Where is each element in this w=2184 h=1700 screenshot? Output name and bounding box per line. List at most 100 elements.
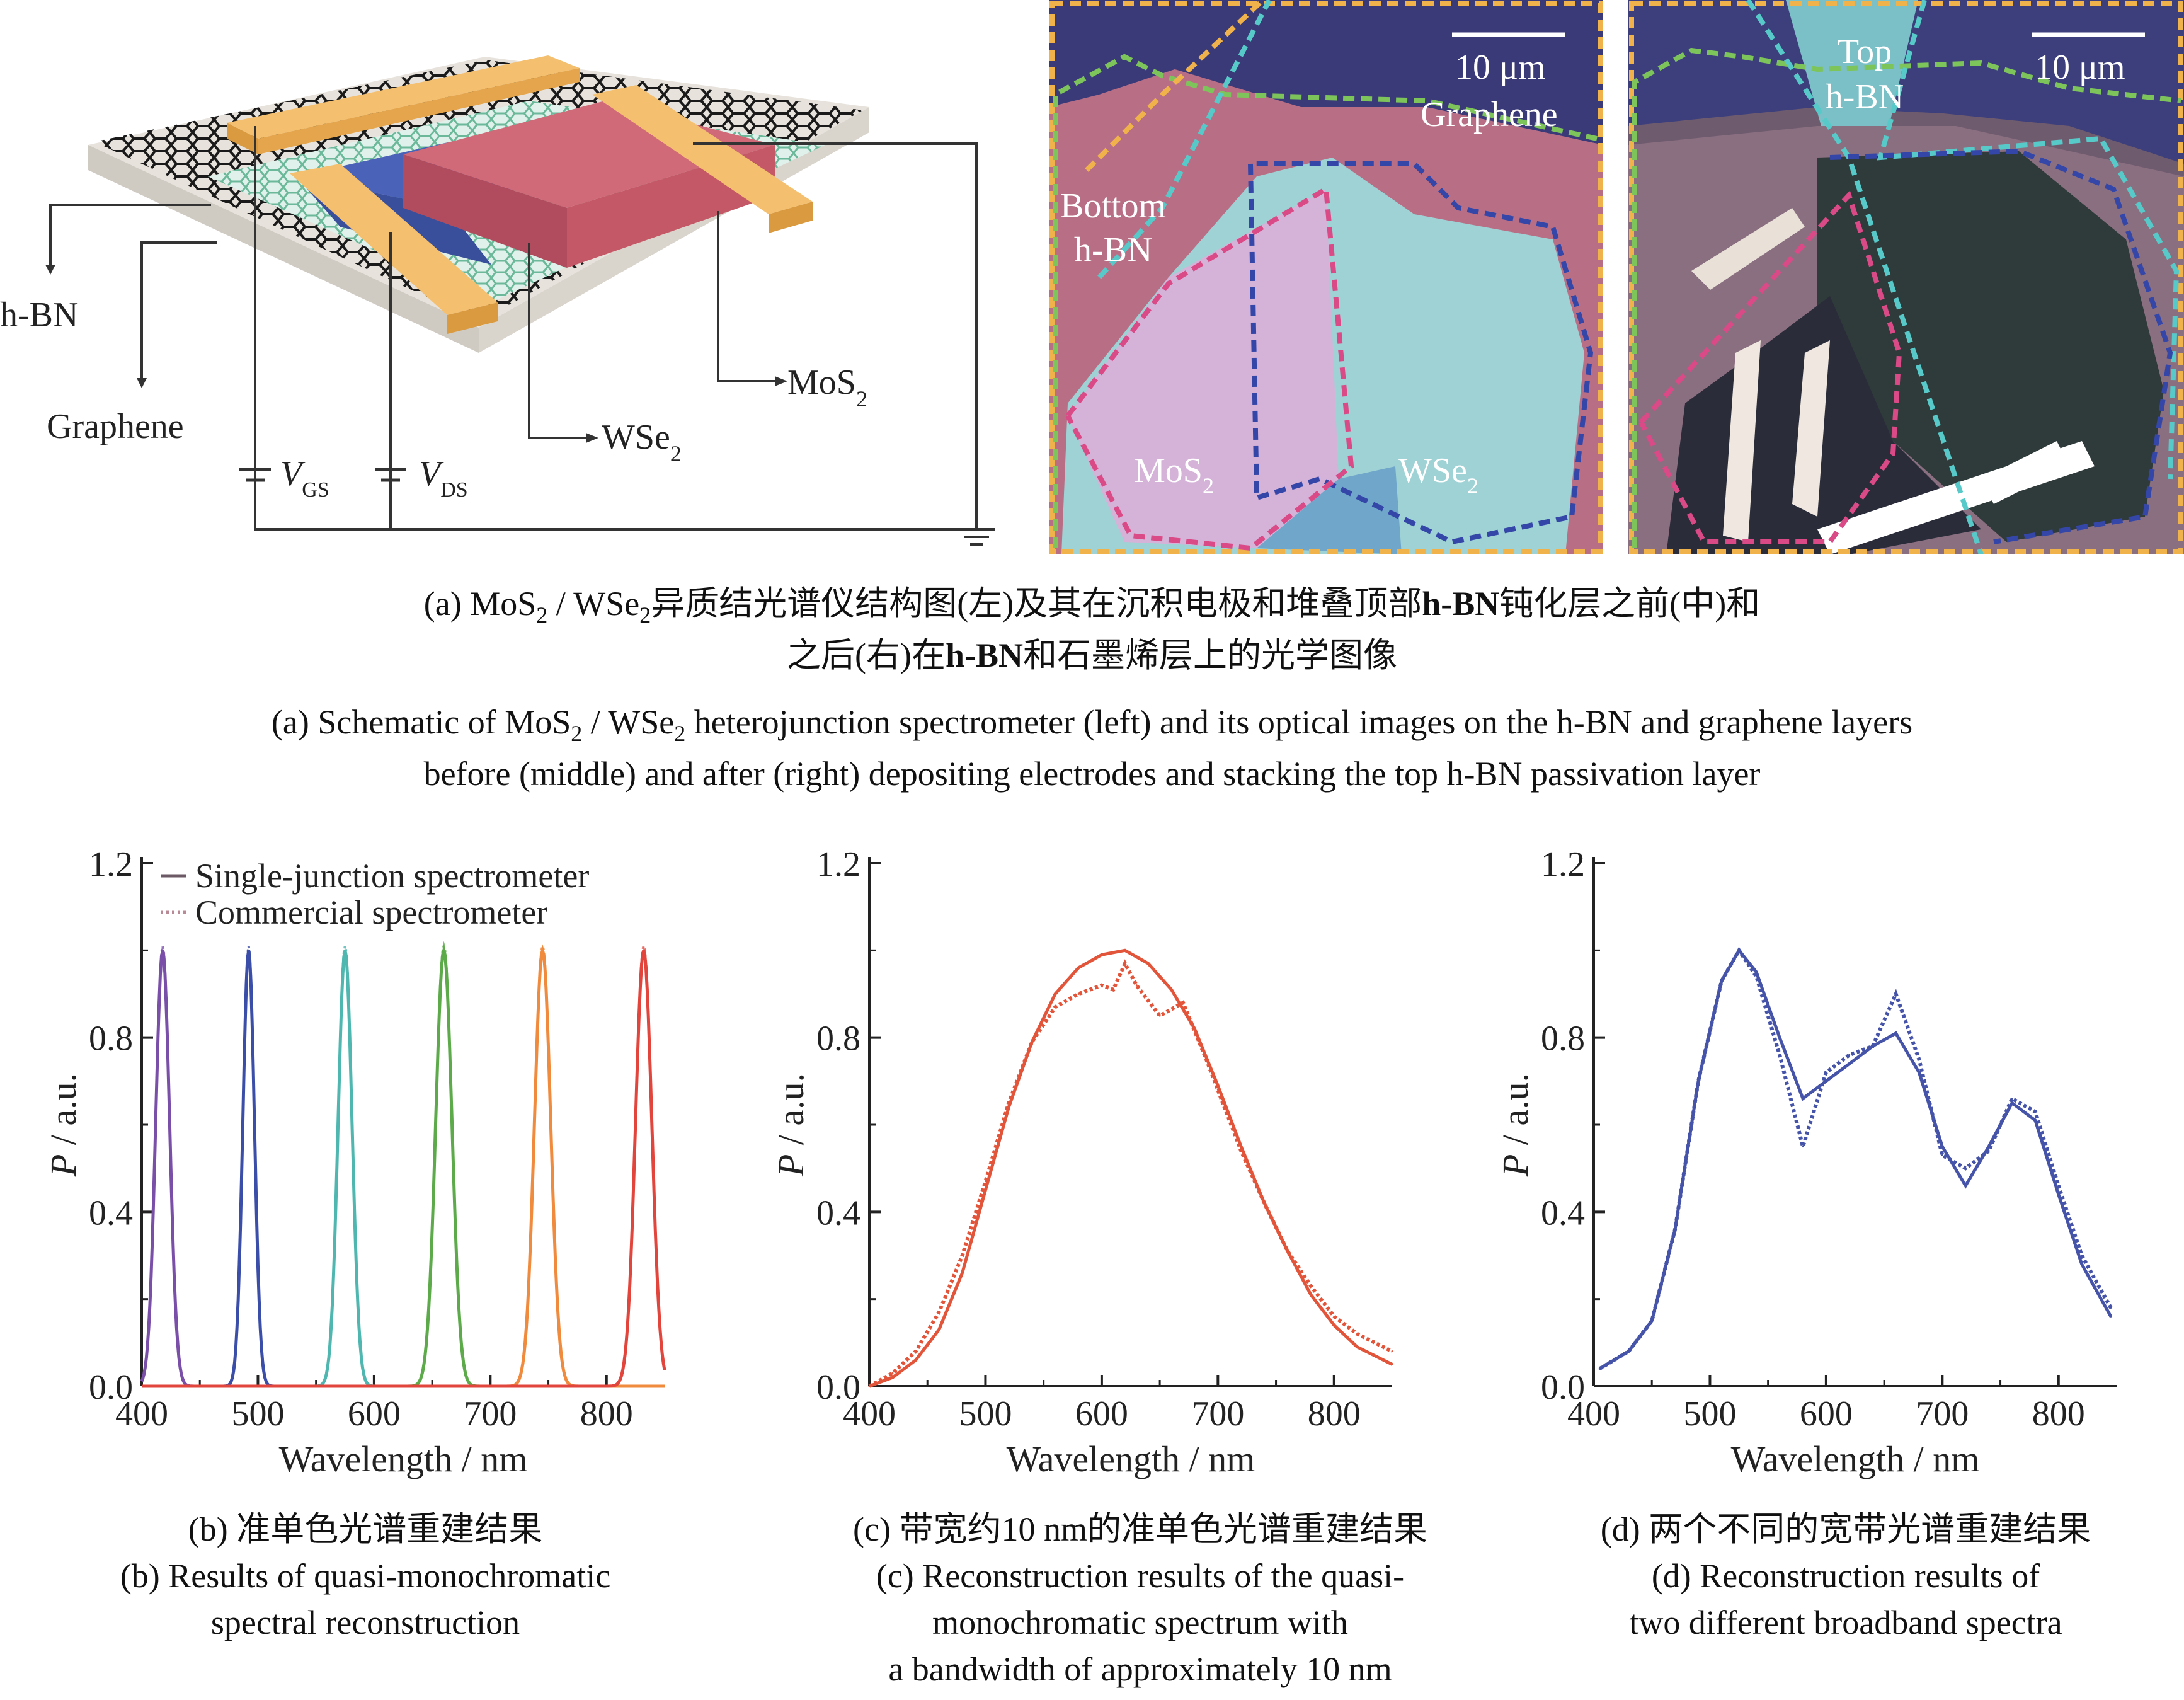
data-point (2110, 1315, 2112, 1318)
data-point (1310, 1285, 1312, 1287)
data-point (1802, 1146, 1804, 1148)
series-line-commercial (142, 946, 665, 1387)
data-point (1124, 962, 1126, 965)
data-point (2011, 1098, 2013, 1100)
caption-d-en-1: (d) Reconstruction results of (1651, 1557, 2040, 1595)
data-point (1802, 1098, 1804, 1100)
series-line-solid (1598, 947, 2112, 1370)
vds-source (375, 468, 406, 482)
data-point (1054, 1006, 1056, 1008)
data-point (2081, 1255, 2083, 1256)
ground-icon (958, 528, 995, 546)
y-axis-title: P / a.u. (1495, 1073, 1536, 1177)
electrode-top (227, 55, 580, 154)
device-schematic: h-BN Graphene WSe2 MoS2 VGS VDS (0, 55, 995, 546)
series-line-dotted (1598, 946, 2113, 1370)
data-point (1674, 1228, 1676, 1231)
y-tick-label: 0.8 (89, 1019, 133, 1059)
data-point (1391, 1363, 1393, 1365)
label-graphene-middle: Graphene (1421, 95, 1558, 134)
caption-c-en-1: (c) Reconstruction results of the quasi- (876, 1557, 1405, 1595)
label-wse2: WSe2 (602, 418, 682, 466)
data-point (1825, 1080, 1827, 1083)
x-tick-label: 800 (2032, 1394, 2085, 1433)
data-point (1101, 953, 1103, 956)
data-point (915, 1350, 917, 1353)
data-point (938, 1311, 940, 1313)
caption-a-en-line1: (a) Schematic of MoS2 / WSe2 heterojunct… (271, 703, 1913, 746)
data-point (1101, 984, 1103, 987)
y-tick-label: 0.0 (89, 1368, 133, 1407)
data-point (1216, 1089, 1219, 1091)
data-point (1738, 949, 1741, 951)
data-point (1007, 1101, 1010, 1104)
data-point (1391, 1350, 1393, 1353)
data-point (1333, 1315, 1335, 1318)
x-tick-label: 600 (1800, 1394, 1853, 1433)
caption-a-cn-line1: (a) MoS2 / WSe2异质结光谱仪结构图(左)及其在沉积电极和堆叠顶部h… (423, 585, 1761, 628)
data-point (984, 1189, 986, 1192)
data-point (915, 1359, 917, 1361)
label-vds: VDS (419, 454, 468, 502)
series-line-single-junction (140, 950, 665, 1388)
electrode-left (290, 164, 498, 334)
label-vgs: VGS (280, 454, 329, 502)
label-bottom-hbn: Bottom h-BN (1060, 187, 1166, 270)
x-tick-label: 400 (843, 1394, 896, 1433)
caption-c: (c) 带宽约10 nm的准单色光谱重建结果 (c) Reconstructio… (775, 1506, 1506, 1692)
x-tick-label: 500 (1683, 1394, 1736, 1433)
caption-d: (d) 两个不同的宽带光谱重建结果 (d) Reconstruction res… (1531, 1506, 2161, 1646)
data-point (1895, 993, 1897, 995)
y-tick-label: 1.2 (89, 845, 133, 884)
caption-b-en-1: (b) Results of quasi-monochromatic (120, 1557, 611, 1595)
y-axis-title-symbol: P (43, 1154, 84, 1177)
label-graphene: Graphene (47, 407, 184, 446)
y-tick-label: 0.8 (816, 1019, 860, 1059)
caption-b: (b) 准单色光谱重建结果 (b) Results of quasi-monoc… (50, 1506, 680, 1646)
data-point (1627, 1350, 1630, 1353)
x-tick-label: 600 (348, 1394, 401, 1433)
chart-c: 0.0 0.4 0.8 1.2 400 500 600 700 800 Wavelength / … (770, 845, 1393, 1479)
x-tick-label: 500 (231, 1394, 284, 1433)
data-point (1755, 975, 1758, 978)
y-axis-title-unit: / a.u. (1495, 1073, 1536, 1154)
series-line-commercial (142, 945, 666, 1387)
data-point (1147, 962, 1150, 965)
data-point (891, 1376, 894, 1379)
label-hbn: h-BN (0, 296, 78, 335)
data-point (1135, 984, 1138, 987)
y-axis-title: P / a.u. (770, 1073, 811, 1177)
data-point (868, 1385, 871, 1387)
x-tick-label: 700 (1916, 1394, 1969, 1433)
x-tick-label: 600 (1075, 1394, 1128, 1433)
data-point (1697, 1080, 1700, 1083)
data-point (1778, 1037, 1781, 1039)
y-tick-label: 1.2 (816, 845, 860, 884)
data-point (1077, 993, 1080, 995)
y-axis-title-unit: / a.u. (770, 1073, 811, 1154)
caption-b-en-2: spectral reconstruction (210, 1604, 520, 1641)
data-point (2011, 1101, 2013, 1104)
data-point (891, 1372, 894, 1374)
data-point (984, 1180, 986, 1183)
y-tick-label: 0.8 (1541, 1019, 1585, 1059)
data-point (1356, 1333, 1359, 1335)
series-line-dotted (868, 959, 1393, 1388)
data-point (1918, 1071, 1920, 1074)
x-axis-title: Wavelength / nm (1731, 1439, 1980, 1479)
x-tick-label: 800 (580, 1394, 633, 1433)
caption-b-cn: (b) 准单色光谱重建结果 (188, 1510, 543, 1548)
legend-label: Commercial spectrometer (195, 893, 547, 931)
caption-c-en-3: a bandwidth of approximately 10 nm (888, 1650, 1392, 1688)
data-point (1286, 1250, 1289, 1253)
series-line-single-junction (142, 950, 665, 1388)
data-point (1720, 980, 1723, 982)
data-point (1895, 1032, 1897, 1035)
data-point (1964, 1167, 1967, 1169)
x-tick-label: 700 (464, 1394, 517, 1433)
data-point (1170, 989, 1173, 991)
data-point (1872, 1045, 1874, 1047)
data-point (2057, 1193, 2060, 1196)
data-point (1054, 993, 1056, 995)
optical-image-before: 10 μm Graphene Bottom h-BN MoS2 WSe2 (1049, 0, 1603, 554)
